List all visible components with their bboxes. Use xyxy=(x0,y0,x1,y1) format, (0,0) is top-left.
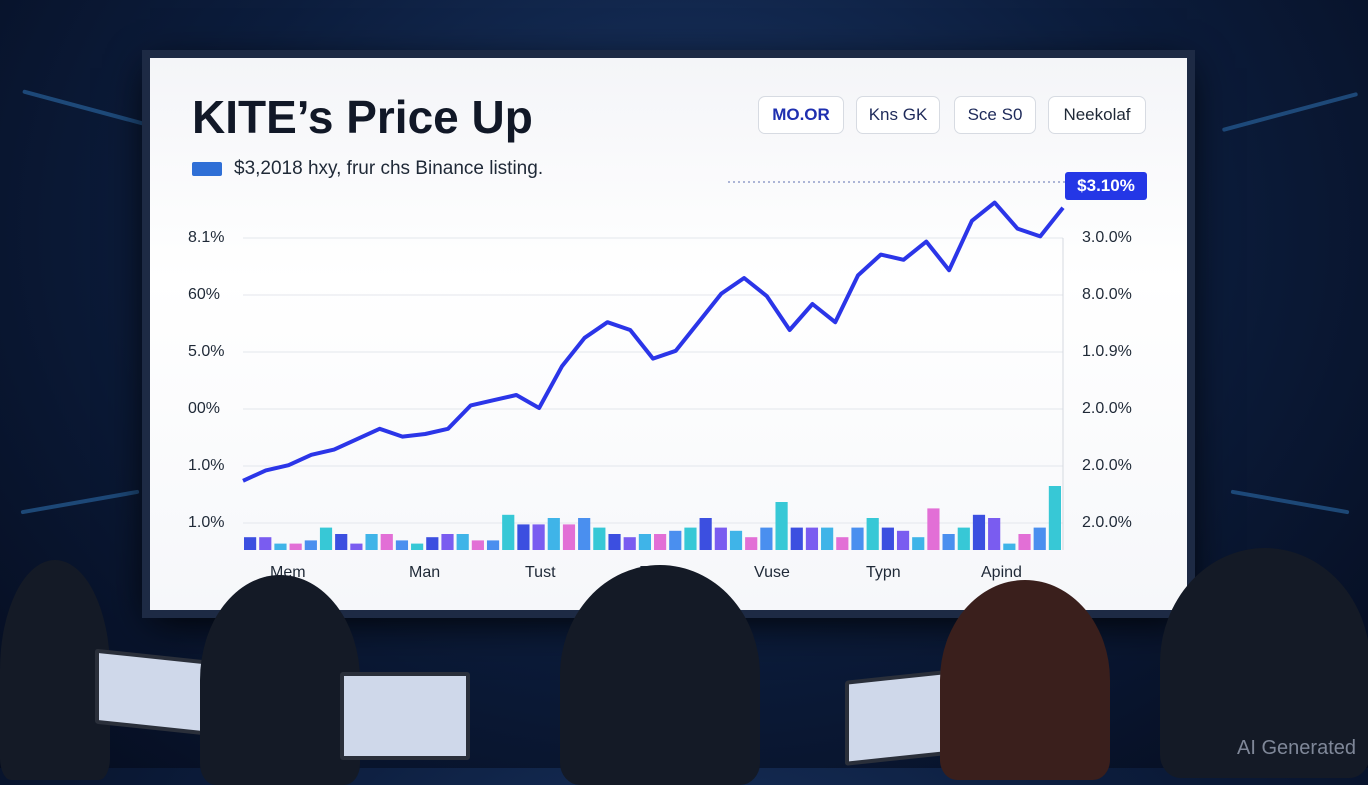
volume-bar xyxy=(669,530,682,550)
volume-bar xyxy=(684,527,697,550)
page-title: KITE’s Price Up xyxy=(192,91,533,143)
volume-bar xyxy=(335,534,348,550)
volume-bar xyxy=(821,527,834,550)
volume-bar xyxy=(274,543,287,550)
right-tick-label: 3.0.0% xyxy=(1082,229,1132,246)
watermark: AI Generated xyxy=(1237,737,1356,759)
volume-bar xyxy=(380,534,393,550)
subtitle: $3,2018 hxy, frur chs Binance listing. xyxy=(234,158,544,179)
filter-button-2[interactable]: Kns GK xyxy=(856,96,940,134)
left-tick-label: 1.0% xyxy=(188,514,225,531)
volume-bar xyxy=(1048,486,1061,550)
right-tick-label: 2.0.0% xyxy=(1082,457,1132,474)
volume-bar xyxy=(578,518,591,550)
volume-bar xyxy=(502,514,515,550)
volume-bar xyxy=(1003,543,1016,550)
volume-bar xyxy=(942,534,955,550)
volume-bar xyxy=(638,534,651,550)
display-screen: KITE’s Price Up $3,2018 hxy, frur chs Bi… xyxy=(150,58,1187,610)
person-silhouette xyxy=(200,575,360,785)
volume-bar xyxy=(593,527,606,550)
volume-bar xyxy=(654,534,667,550)
price-line xyxy=(242,200,1065,483)
volume-bar xyxy=(790,527,803,550)
x-tick-label: Tust xyxy=(525,564,556,581)
right-tick-label: 1.0.9% xyxy=(1082,343,1132,360)
volume-bar xyxy=(456,534,469,550)
volume-bar xyxy=(972,514,986,550)
volume-bar xyxy=(714,527,727,550)
volume-bar xyxy=(988,518,1001,550)
laptop xyxy=(340,672,470,760)
volume-bar xyxy=(745,537,758,550)
volume-bar xyxy=(517,524,530,550)
volume-bar xyxy=(486,540,500,550)
volume-bar xyxy=(304,540,317,550)
volume-bar xyxy=(1033,527,1046,550)
person-silhouette xyxy=(0,560,110,780)
volume-bar xyxy=(927,508,940,550)
volume-bar xyxy=(805,527,819,550)
volume-bar xyxy=(896,530,910,550)
filter-button-1[interactable]: MO.OR xyxy=(758,96,844,134)
volume-bar xyxy=(441,534,454,550)
volume-bar xyxy=(851,527,864,550)
volume-bar xyxy=(699,518,712,550)
person-silhouette xyxy=(1160,548,1368,778)
volume-bar xyxy=(365,534,378,550)
laptop xyxy=(845,669,955,766)
right-tick-label: 8.0.0% xyxy=(1082,286,1132,303)
volume-bar xyxy=(760,527,773,550)
left-tick-label: 1.0% xyxy=(188,457,225,474)
filter-button-4[interactable]: Neekolaf xyxy=(1048,96,1146,134)
flag-icon xyxy=(192,162,222,176)
volume-bar xyxy=(729,530,743,550)
volume-bar xyxy=(608,534,621,550)
volume-bar xyxy=(289,543,302,550)
volume-bar xyxy=(426,537,439,550)
volume-bar xyxy=(866,518,879,550)
person-silhouette xyxy=(560,565,760,785)
x-tick-label: Typn xyxy=(866,564,901,581)
volume-bar xyxy=(912,537,925,550)
volume-bar xyxy=(957,527,970,550)
left-tick-label: 8.1% xyxy=(188,229,225,246)
person-silhouette xyxy=(940,580,1110,780)
volume-bar xyxy=(562,524,576,550)
price-badge: $3.10% xyxy=(1065,172,1147,200)
volume-bar xyxy=(395,540,409,550)
x-tick-label: Apind xyxy=(981,564,1022,581)
right-tick-label: 2.0.0% xyxy=(1082,400,1132,417)
volume-bar xyxy=(319,527,333,550)
volume-bar xyxy=(244,537,257,550)
left-tick-label: 60% xyxy=(188,286,221,303)
volume-bar xyxy=(881,527,894,550)
filter-button-3[interactable]: Sce S0 xyxy=(954,96,1036,134)
volume-bar xyxy=(623,537,636,550)
volume-bar xyxy=(836,537,849,550)
left-tick-label: 00% xyxy=(188,400,221,417)
right-tick-label: 2.0.0% xyxy=(1082,514,1132,531)
volume-bar xyxy=(259,537,272,550)
x-tick-label: Man xyxy=(409,564,441,581)
volume-bar xyxy=(1018,534,1031,550)
left-tick-label: 5.0% xyxy=(188,343,225,360)
volume-bar xyxy=(532,524,545,550)
volume-bar xyxy=(775,502,788,550)
x-tick-label: Vuse xyxy=(754,564,790,581)
price-chart xyxy=(242,181,1065,550)
volume-bar xyxy=(471,540,484,550)
volume-bar xyxy=(547,518,560,550)
volume-bar xyxy=(411,543,424,550)
volume-bar xyxy=(350,543,363,550)
laptop xyxy=(95,648,215,737)
